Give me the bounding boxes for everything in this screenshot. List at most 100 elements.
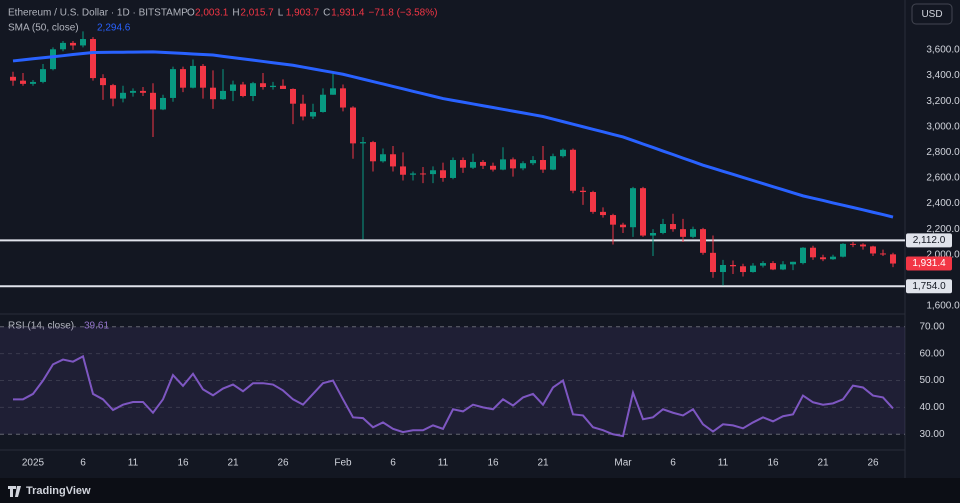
y-tick-label: 3,400.0 bbox=[926, 70, 960, 81]
candle-body bbox=[690, 229, 696, 237]
candle-body bbox=[840, 243, 846, 257]
x-tick-label: 6 bbox=[80, 458, 86, 469]
candle-body bbox=[400, 166, 406, 175]
candle-body bbox=[760, 263, 766, 266]
rsi-legend: RSI (14, close) bbox=[8, 321, 74, 332]
candle-body bbox=[160, 97, 166, 110]
y-tick-label: 3,000.0 bbox=[926, 121, 960, 132]
sma-legend: SMA (50, close) bbox=[8, 23, 79, 34]
change: −71.8 (−3.58%) bbox=[369, 8, 438, 19]
ohlc-value: 2,015.7 bbox=[240, 8, 274, 19]
candle-body bbox=[830, 256, 836, 260]
rsi-tick-label: 30.00 bbox=[919, 429, 944, 440]
candle-body bbox=[270, 85, 276, 88]
candle-body bbox=[10, 76, 16, 81]
candle-body bbox=[100, 78, 106, 86]
candle-body bbox=[260, 83, 266, 88]
ohlc-key: O bbox=[187, 8, 195, 19]
sma-line bbox=[12, 50, 894, 219]
rsi-line bbox=[13, 354, 894, 438]
x-tick-label: 21 bbox=[537, 458, 549, 469]
candle-body bbox=[850, 243, 856, 245]
candle-body bbox=[330, 88, 336, 95]
candle-body bbox=[500, 159, 506, 170]
candle-body bbox=[540, 160, 546, 170]
candle-body bbox=[340, 88, 346, 108]
currency[interactable]: USD bbox=[921, 9, 942, 20]
candle-body bbox=[620, 224, 626, 228]
x-tick-label: 16 bbox=[487, 458, 499, 469]
candle-body bbox=[450, 160, 456, 178]
candle-body bbox=[780, 264, 786, 270]
candle-body bbox=[650, 232, 656, 236]
candle-body bbox=[600, 211, 606, 216]
x-tick-label: 6 bbox=[670, 458, 676, 469]
candle-body bbox=[710, 252, 716, 273]
candle-body bbox=[280, 85, 286, 89]
y-tick-label: 2,200.0 bbox=[926, 224, 960, 235]
candle-body bbox=[800, 247, 806, 264]
y-tick-label: 2,400.0 bbox=[926, 198, 960, 209]
logo bbox=[8, 486, 21, 497]
x-tick-label: 26 bbox=[277, 458, 289, 469]
candle-body bbox=[890, 254, 896, 264]
symbol: Ethereum / U.S. Dollar · 1D · BITSTAMP bbox=[8, 8, 188, 19]
ohlc-key: C bbox=[323, 8, 330, 19]
candle-body bbox=[670, 224, 676, 230]
candle-body bbox=[70, 42, 76, 46]
candle-body bbox=[640, 188, 646, 236]
brand: TradingView bbox=[26, 485, 91, 497]
ohlc-value: 1,931.4 bbox=[331, 8, 365, 19]
rsi-tick-label: 40.00 bbox=[919, 402, 944, 413]
candle-body bbox=[200, 65, 206, 88]
candle-body bbox=[750, 265, 756, 273]
x-tick-label: 11 bbox=[718, 458, 729, 469]
ohlc-key: L bbox=[278, 8, 284, 19]
rsi-value: 39.61 bbox=[84, 321, 109, 332]
candle-body bbox=[520, 163, 526, 169]
candle-body bbox=[440, 170, 446, 178]
rsi-tick-label: 60.00 bbox=[919, 348, 944, 359]
candle-body bbox=[730, 264, 736, 267]
x-tick-label: Mar bbox=[614, 458, 632, 469]
ohlc-key: H bbox=[232, 8, 239, 19]
hline-label-box bbox=[906, 279, 952, 294]
candle-body bbox=[870, 246, 876, 254]
candle-body bbox=[410, 173, 416, 175]
candle-body bbox=[110, 85, 116, 99]
candle-body bbox=[20, 80, 26, 84]
ohlc-value: 1,903.7 bbox=[286, 8, 320, 19]
rsi-band bbox=[0, 326, 905, 435]
y-tick-label: 3,200.0 bbox=[926, 96, 960, 107]
candle-body bbox=[560, 149, 566, 157]
candle-body bbox=[190, 65, 196, 88]
y-tick-label: 2,000.0 bbox=[926, 249, 960, 260]
candle-body bbox=[610, 215, 616, 225]
candle-body bbox=[630, 188, 636, 228]
candle-body bbox=[300, 103, 306, 117]
hline-label: 2,112.0 bbox=[913, 235, 946, 246]
x-tick-label: 11 bbox=[438, 458, 449, 469]
last-price-label: 1,931.4 bbox=[912, 258, 946, 269]
candle-body bbox=[430, 170, 436, 175]
x-tick-label: 11 bbox=[128, 458, 139, 469]
candle-body bbox=[790, 261, 796, 265]
candle-body bbox=[80, 39, 86, 46]
x-tick-label: 21 bbox=[227, 458, 239, 469]
sma-value: 2,294.6 bbox=[97, 23, 131, 34]
candle-body bbox=[50, 49, 56, 70]
x-tick-label: Feb bbox=[334, 458, 352, 469]
x-tick-label: 6 bbox=[390, 458, 396, 469]
candle-body bbox=[150, 92, 156, 110]
currency-button[interactable] bbox=[911, 3, 953, 25]
candle-body bbox=[90, 39, 96, 79]
y-tick-label: 2,600.0 bbox=[926, 173, 960, 184]
candle-body bbox=[470, 161, 476, 168]
candle-body bbox=[210, 87, 216, 100]
x-tick-label: 16 bbox=[177, 458, 189, 469]
candle-body bbox=[510, 159, 516, 169]
x-tick-label: 21 bbox=[817, 458, 829, 469]
candle-body bbox=[390, 154, 396, 167]
footer-bar bbox=[0, 478, 960, 503]
